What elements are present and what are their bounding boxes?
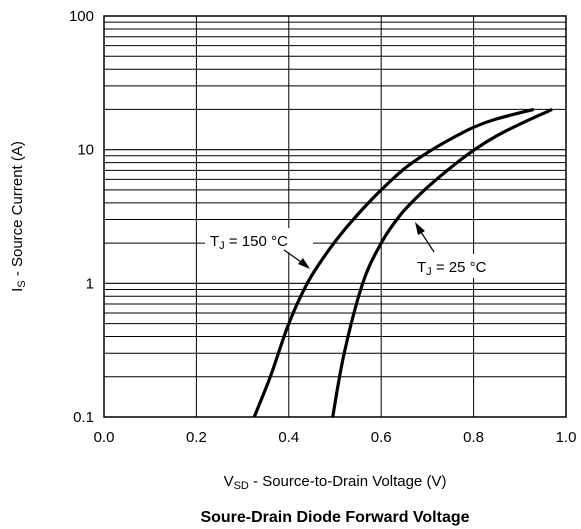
series-line-150c [252, 107, 535, 418]
series-label-150c: TJ = 150 °C [210, 233, 288, 252]
arrowhead-150c [298, 258, 310, 269]
data-curves [252, 107, 553, 418]
tick-labels: 0.0 0.2 0.4 0.6 0.8 1.0 0.1 1 10 100 [69, 8, 576, 446]
label-25-background [412, 254, 514, 278]
x-tick-label: 0.0 [94, 429, 115, 446]
series-line-25c [331, 107, 553, 418]
x-tick-label: 0.2 [186, 429, 207, 446]
x-tick-label: 0.4 [278, 429, 299, 446]
y-tick-label: 0.1 [73, 409, 94, 426]
y-axis-label: IS - Source Current (A) [9, 141, 28, 292]
y-tick-label: 1 [86, 275, 94, 292]
y-tick-label: 100 [69, 8, 94, 25]
y-tick-label: 10 [77, 142, 94, 159]
label-150-background [205, 228, 313, 252]
x-tick-label: 0.8 [463, 429, 484, 446]
grid-lines [104, 16, 566, 417]
annotations: TJ = 150 °C TJ = 25 °C [205, 222, 514, 278]
x-tick-label: 1.0 [556, 429, 577, 446]
series-label-25c: TJ = 25 °C [417, 259, 487, 278]
x-tick-label: 0.6 [371, 429, 392, 446]
x-axis-label: VSD - Source-to-Drain Voltage (V) [224, 473, 447, 492]
chart-title: Soure-Drain Diode Forward Voltage [200, 509, 469, 526]
plot-frame [103, 15, 567, 418]
arrowhead-25c [415, 222, 425, 235]
